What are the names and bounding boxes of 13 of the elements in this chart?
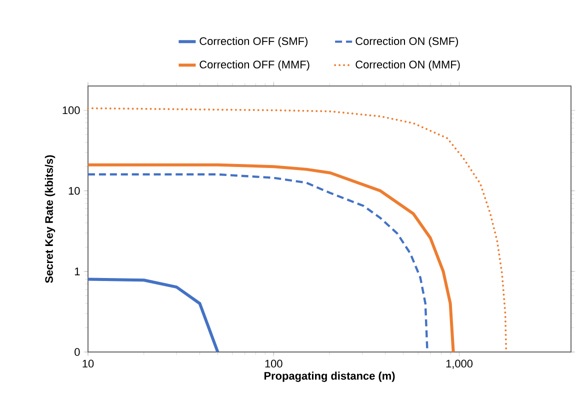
legend-label: Correction OFF (SMF) [200, 36, 308, 48]
y-axis-title: Secret Key Rate (kbits/s) [44, 155, 56, 283]
legend-label: Correction ON (SMF) [356, 36, 458, 48]
x-tick-label: 1,000 [446, 360, 473, 369]
x-tick-label: 10 [82, 360, 94, 368]
legend-label: Correction OFF (MMF) [200, 60, 310, 71]
y-tick-label: 10 [68, 186, 80, 195]
y-tick-label: 1 [74, 268, 80, 276]
legend-label: Correction ON (MMF) [356, 60, 460, 71]
x-axis-title: Propagating distance (m) [264, 372, 395, 382]
x-tick-label: 100 [265, 360, 282, 368]
y-tick-label: 0 [74, 348, 80, 356]
y-tick-label: 100 [62, 106, 80, 114]
